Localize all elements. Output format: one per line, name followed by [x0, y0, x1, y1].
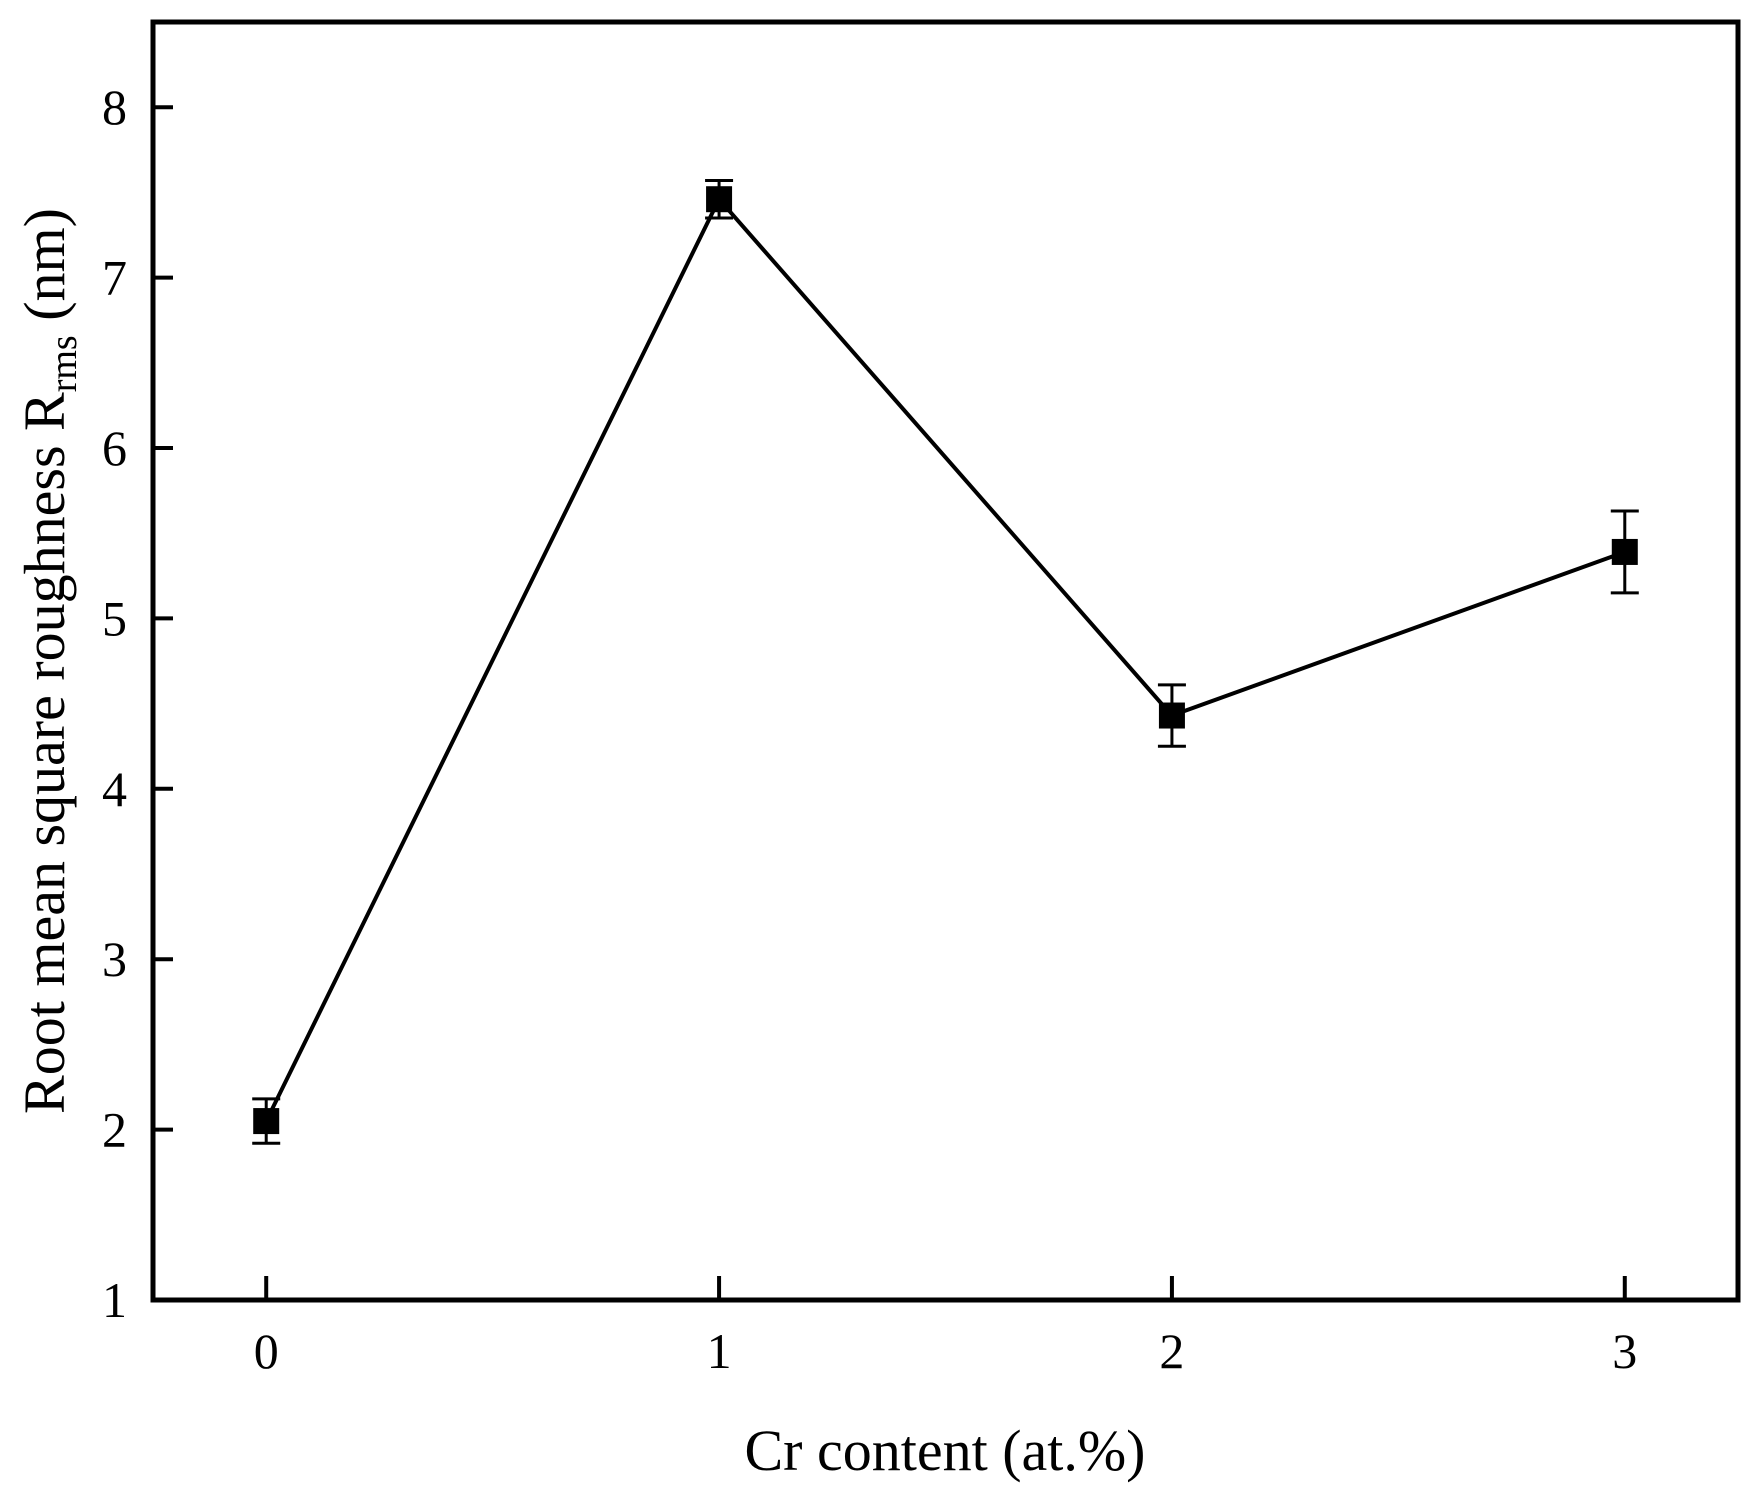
- y-tick-label: 1: [102, 1272, 127, 1328]
- tick-labels: 1 2 3 4 5 6 7 8 0 1 2 3: [102, 79, 1637, 1379]
- y-tick-label: 5: [102, 590, 127, 646]
- square-marker: [1158, 702, 1185, 729]
- y-tick-label: 2: [102, 1102, 127, 1158]
- x-tick-label: 2: [1159, 1323, 1184, 1379]
- x-axis-label: Cr content (at.%): [744, 1418, 1145, 1483]
- data-series: [252, 178, 1639, 1145]
- square-marker: [1611, 538, 1638, 565]
- square-marker: [253, 1108, 280, 1135]
- y-axis-label-main: Root mean square roughness R: [12, 392, 77, 1114]
- data-point: [705, 178, 734, 220]
- x-tick-label: 0: [254, 1323, 279, 1379]
- square-marker: [706, 186, 733, 213]
- x-tick-label: 3: [1612, 1323, 1637, 1379]
- data-point: [1610, 509, 1639, 595]
- y-tick-label: 3: [102, 931, 127, 987]
- axis-ticks: [153, 105, 1627, 1302]
- y-tick-label: 7: [102, 250, 127, 306]
- y-axis-label-unit: (nm): [12, 208, 77, 335]
- y-tick-label: 4: [102, 761, 127, 817]
- y-tick-label: 6: [102, 420, 127, 476]
- y-tick-label: 8: [102, 79, 127, 135]
- x-tick-label: 1: [707, 1323, 732, 1379]
- y-axis-label-subscript: rms: [43, 335, 85, 392]
- series-line: [264, 195, 1626, 1122]
- plot-frame: [150, 19, 1741, 1303]
- y-axis-label: Root mean square roughness Rrms (nm): [12, 208, 85, 1114]
- data-point: [1157, 683, 1186, 748]
- data-point: [252, 1097, 281, 1145]
